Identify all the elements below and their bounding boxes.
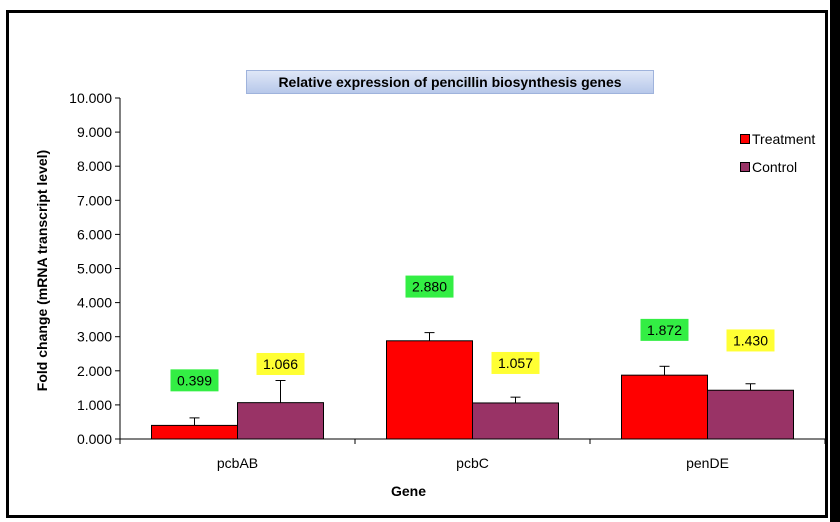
bar-control-pcbc: [472, 402, 559, 440]
x-tick-label: pcbC: [456, 455, 489, 471]
legend-label-control: Control: [752, 159, 798, 175]
data-label-box: [491, 351, 540, 374]
data-label: 1.057: [498, 355, 533, 371]
y-tick-label: 0.000: [77, 431, 112, 447]
legend-item-control: Control: [740, 153, 815, 181]
legend-swatch-treatment: [740, 134, 750, 144]
bar-control-pcbab: [237, 402, 324, 440]
x-tick-label: penDE: [686, 455, 729, 471]
data-label-box: [170, 369, 219, 392]
data-label-box: [726, 329, 775, 352]
y-tick-label: 8.000: [77, 158, 112, 174]
legend-label-treatment: Treatment: [752, 131, 816, 147]
y-tick-label: 4.000: [77, 295, 112, 311]
bar-treatment-pcbab: [151, 424, 238, 440]
x-tick-label: pcbAB: [217, 455, 258, 471]
x-axis-title: Gene: [391, 483, 426, 499]
legend-swatch-control: [740, 162, 750, 172]
y-tick-label: 2.000: [77, 363, 112, 379]
data-label: 1.872: [647, 322, 682, 338]
bar-treatment-pcbc: [386, 340, 473, 440]
y-axis-title: Fold change (mRNA transcript level): [34, 150, 50, 391]
chart-title: Relative expression of pencillin biosynt…: [246, 70, 654, 94]
data-label-box: [256, 352, 305, 375]
legend: Treatment Control: [740, 125, 815, 181]
bar-treatment-pende: [621, 374, 708, 440]
data-label-box: [640, 318, 689, 341]
legend-item-treatment: Treatment: [740, 125, 815, 153]
data-label-box: [405, 275, 454, 298]
bar-control-pende: [707, 389, 794, 440]
window-edge: [830, 0, 840, 522]
y-tick-label: 1.000: [77, 397, 112, 413]
y-tick-label: 6.000: [77, 226, 112, 242]
data-label: 2.880: [412, 279, 447, 295]
data-label: 1.430: [733, 332, 768, 348]
y-tick-label: 10.000: [69, 90, 112, 106]
y-tick-label: 5.000: [77, 261, 112, 277]
data-label: 0.399: [177, 372, 212, 388]
y-tick-label: 9.000: [77, 124, 112, 140]
y-tick-label: 3.000: [77, 329, 112, 345]
y-tick-label: 7.000: [77, 192, 112, 208]
data-label: 1.066: [263, 356, 298, 372]
